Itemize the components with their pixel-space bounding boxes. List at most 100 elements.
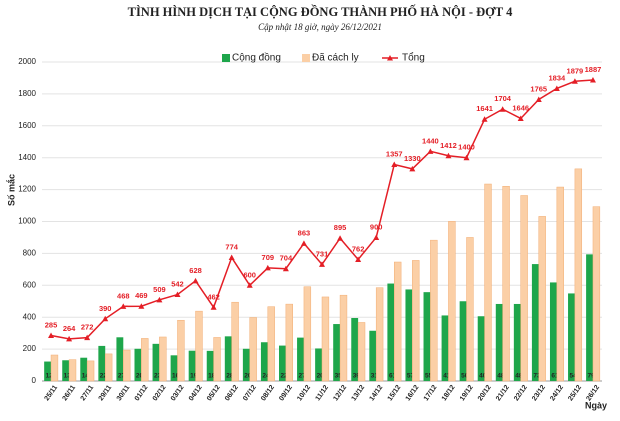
value-label: 542 (171, 280, 184, 289)
x-tick-label: 20/12 (477, 384, 493, 402)
x-tick-label: 07/12 (242, 384, 258, 402)
value-label: 390 (99, 304, 112, 313)
line-marker (373, 234, 380, 240)
x-tick-label: 16/12 (405, 384, 421, 402)
bar (357, 322, 366, 382)
line-marker (264, 264, 271, 271)
value-label: 863 (298, 228, 311, 237)
bar (520, 195, 528, 382)
x-tick-label: 12/12 (332, 384, 348, 402)
legend-swatch (302, 54, 310, 62)
bar (315, 348, 322, 381)
line-marker (300, 240, 307, 246)
bar (387, 283, 395, 381)
x-tick-label: 15/12 (387, 384, 403, 402)
value-label: 509 (153, 285, 166, 294)
bar (231, 301, 239, 382)
value-label: 704 (280, 254, 293, 263)
x-tick-label: 23/12 (531, 384, 547, 402)
bar (568, 293, 575, 381)
x-tick-label: 04/12 (188, 384, 204, 402)
value-label: 1412 (440, 141, 457, 150)
bar (430, 239, 438, 382)
x-tick-label: 21/12 (495, 384, 511, 402)
y-tick-label: 0 (32, 376, 37, 385)
bar (177, 319, 185, 382)
legend-label: Đã cách ly (312, 53, 359, 64)
value-label: 600 (243, 270, 256, 279)
line-marker (427, 148, 434, 154)
line-marker (84, 334, 91, 341)
line-marker (355, 256, 362, 262)
bar (249, 317, 257, 382)
value-label: 264 (63, 324, 76, 333)
bar (333, 324, 341, 381)
x-tick-label: 24/12 (549, 384, 565, 402)
line-marker (391, 161, 398, 168)
x-tick-label: 08/12 (260, 384, 276, 402)
value-label: 1400 (458, 143, 475, 152)
legend-swatch (222, 54, 230, 62)
chart-title: TÌNH HÌNH DỊCH TẠI CỘNG ĐỒNG THÀNH PHỐ H… (128, 4, 514, 19)
y-tick-label: 800 (23, 249, 37, 258)
x-tick-label: 18/12 (441, 384, 457, 402)
bar (152, 343, 160, 381)
bar (484, 183, 492, 382)
line-marker (282, 265, 289, 272)
x-tick-label: 13/12 (351, 384, 367, 402)
x-tick-label: 30/11 (116, 384, 132, 402)
bar (44, 361, 52, 381)
line-marker (138, 303, 145, 309)
line-marker (120, 303, 127, 309)
y-tick-label: 1600 (18, 121, 36, 130)
bar (86, 360, 95, 382)
bar (412, 260, 420, 382)
bar (466, 237, 474, 382)
y-tick-label: 600 (23, 280, 37, 289)
bar (549, 282, 557, 381)
value-label: 709 (262, 253, 275, 262)
y-tick-label: 2000 (18, 57, 36, 66)
value-label: 468 (117, 291, 130, 300)
bar (104, 353, 113, 382)
line-marker (48, 332, 55, 339)
value-label: 731 (316, 249, 329, 258)
line-marker (66, 335, 73, 342)
x-tick-label: 10/12 (296, 384, 312, 402)
line-marker (210, 304, 217, 310)
x-tick-label: 19/12 (459, 384, 475, 402)
x-tick-label: 26/11 (62, 384, 78, 402)
bar (141, 338, 149, 382)
value-label: 1879 (567, 66, 584, 75)
bar (159, 336, 167, 382)
value-label: 1357 (386, 150, 403, 159)
y-tick-label: 400 (23, 312, 37, 321)
bar (80, 357, 88, 381)
bar (297, 337, 304, 381)
x-tick-label: 25/12 (567, 384, 583, 402)
bar (213, 337, 221, 382)
bar (98, 345, 106, 381)
y-tick-label: 1000 (18, 217, 36, 226)
bar (134, 348, 142, 381)
bar (339, 294, 348, 382)
value-label: 285 (45, 321, 58, 330)
x-tick-label: 01/12 (134, 384, 150, 402)
line-marker (192, 277, 199, 284)
bar (592, 206, 601, 382)
value-label: 895 (334, 223, 347, 232)
bar (531, 264, 539, 381)
bar (116, 337, 124, 381)
line-marker (337, 235, 344, 241)
bar (459, 301, 467, 381)
bar (285, 303, 293, 382)
legend-label: Tổng (402, 52, 425, 64)
chart-subtitle: Cập nhật 18 giờ, ngày 26/12/2021 (258, 22, 382, 32)
value-label: 1330 (404, 154, 421, 163)
legend-label: Cộng đồng (232, 52, 281, 64)
line-marker (535, 96, 542, 102)
value-label: 1646 (512, 103, 529, 112)
line-marker (102, 315, 109, 322)
bar (206, 350, 214, 381)
x-tick-label: 09/12 (278, 384, 294, 402)
